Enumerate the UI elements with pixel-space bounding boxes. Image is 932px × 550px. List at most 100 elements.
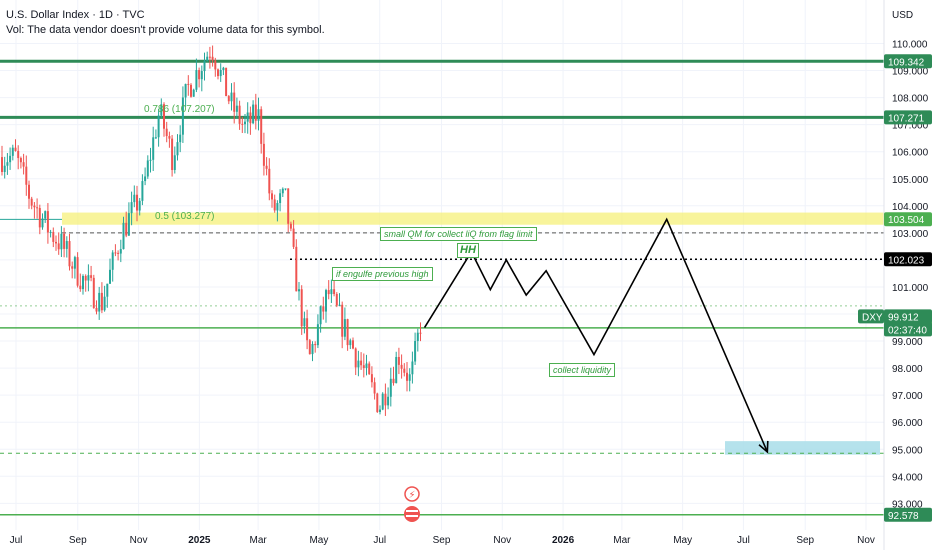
candle-body [117,252,120,254]
x-tick-label: 2025 [188,535,211,546]
event-icons: ⚡ [404,486,420,522]
candle-body [295,246,298,292]
candle-body [165,128,168,137]
candlestick-series [1,45,422,416]
projection-path [423,217,769,454]
candle-body [25,166,28,185]
candle-body [384,393,387,406]
candle-body [281,188,284,194]
countdown-tag: 02:37:40 [888,325,927,336]
x-tick-label: Nov [130,535,148,546]
candle-body [52,231,55,242]
candle-body [346,319,349,346]
candle-body [284,188,287,190]
engulf-annotation[interactable]: if engulfe previous high [332,267,433,281]
candle-body [173,155,176,170]
chart-title: U.S. Dollar Index · 1D · TVC [6,9,145,21]
candle-body [322,306,325,312]
candle-body [111,252,114,270]
candle-body [395,356,398,384]
candle-body [403,368,406,373]
candle-body [208,56,211,58]
price-level-tag-bg [884,110,932,125]
candle-body [414,341,417,362]
x-tick-label: Sep [69,535,87,546]
candle-body [300,289,303,327]
volume-note: Vol: The data vendor doesn't provide vol… [6,24,325,36]
candle-body [22,162,25,167]
candle-body [17,150,20,159]
last-price-tag-bg [884,309,932,324]
collect-liquidity-annotation[interactable]: collect liquidity [549,363,616,377]
candle-body [373,382,376,394]
y-tick-label: 106.000 [892,148,929,159]
y-tick-label: 94.000 [892,472,923,483]
small-qm-annotation[interactable]: small QM for collect liQ from flag limit [380,227,537,241]
candle-body [168,136,171,139]
price-level-tag: 103.504 [888,215,925,226]
candle-body [157,115,160,138]
candle-body [230,92,233,102]
currency-label[interactable]: USD [892,10,914,21]
candle-body [252,104,255,124]
candle-body [206,56,209,61]
candle-body [171,138,174,170]
candle-body [160,104,163,116]
candle-body [84,275,87,281]
x-tick-label: Jul [737,535,750,546]
y-tick-label: 99.000 [892,337,923,348]
candle-body [76,257,79,286]
candle-body [176,142,179,156]
candle-body [73,257,76,269]
candle-body [149,159,152,161]
candle-body [57,243,60,250]
hh-annotation[interactable]: HH [457,243,479,258]
candle-body [19,158,22,163]
price-level-tag: 92.578 [888,511,919,522]
candle-body [90,275,93,278]
price-level-tag: 107.271 [888,113,925,124]
price-level-tag-bg [884,252,932,267]
price-level-tag-bg [884,507,932,522]
candle-body [92,277,95,308]
candle-body [368,363,371,375]
candle-body [222,67,225,71]
y-tick-label: 96.000 [892,418,923,429]
candle-body [192,89,195,97]
candle-body [311,343,314,355]
y-tick-label: 103.000 [892,229,929,240]
lightning-glyph: ⚡ [408,490,415,501]
candle-body [354,348,357,368]
candle-body [408,374,411,381]
candle-body [184,83,187,98]
last-price-tag: 99.912 [888,312,919,323]
y-tick-label: 108.000 [892,94,929,105]
candle-body [341,304,344,337]
y-tick-label: 109.000 [892,67,929,78]
candle-body [114,252,117,254]
fib-05-label: 0.5 (103.277) [155,211,215,222]
candle-body [87,275,90,281]
candle-body [217,69,219,77]
candle-body [44,211,47,219]
candle-body [103,296,106,311]
candle-body [6,162,9,166]
projection-line [423,217,769,453]
candle-body [141,181,144,201]
candle-body [136,194,138,211]
price-labels: 109.342107.271103.504102.02399.48692.578… [858,54,932,522]
candle-body [379,409,381,412]
x-tick-label: Jul [10,535,23,546]
candle-body [262,143,265,166]
y-tick-label: 93.000 [892,499,923,510]
candle-body [71,266,74,269]
y-tick-label: 97.000 [892,391,923,402]
candle-body [63,233,66,249]
price-level-tag: 102.023 [888,255,925,266]
candle-body [292,228,295,247]
candle-body [187,83,190,85]
candle-body [225,67,228,97]
candle-body [55,241,57,244]
candle-body [241,123,244,125]
